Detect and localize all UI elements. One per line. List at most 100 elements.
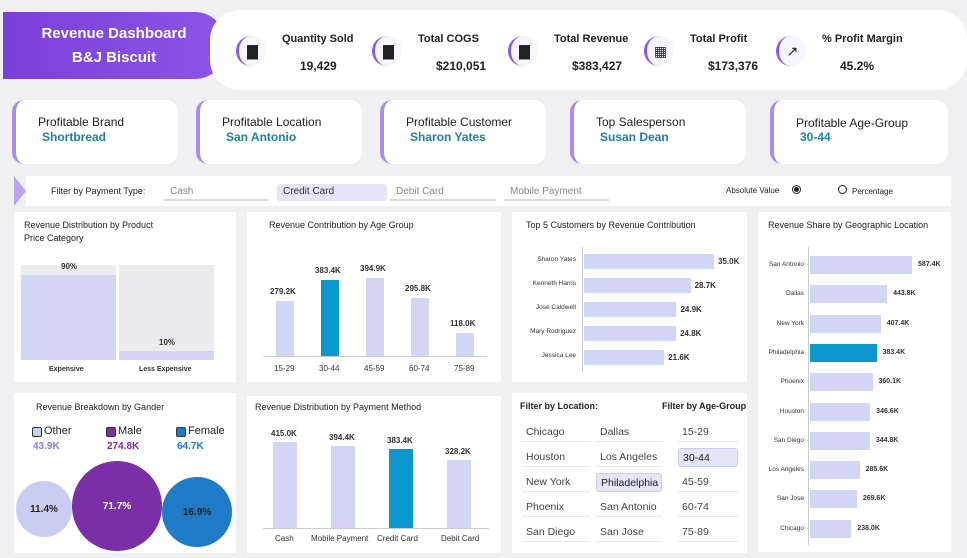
- gender-bubble: 71.7%: [72, 461, 162, 551]
- age-category-label: 15-29: [274, 364, 295, 373]
- customer-bar: [584, 326, 677, 341]
- location-filter-title: Filter by Location:: [520, 401, 599, 411]
- kpi-value: $383,427: [572, 59, 623, 73]
- kpi-1-bar-chart-icon: ▇: [372, 36, 402, 66]
- location-option[interactable]: New York: [522, 473, 590, 492]
- filter-option-mobile-payment[interactable]: Mobile Payment: [504, 184, 609, 201]
- customer-name-label: Sharon Yates: [537, 256, 576, 263]
- geo-bar-label: 344.8K: [875, 436, 899, 444]
- geo-bar: [810, 285, 888, 304]
- customer-name-label: Kenneth Harris: [532, 280, 576, 287]
- geo-bar-label: 587.4K: [918, 261, 941, 268]
- kpi-value: 19,429: [300, 59, 337, 73]
- geo-location-label: Houston: [779, 407, 804, 415]
- age-category-label: 60-74: [409, 364, 430, 373]
- age-bar: [411, 297, 429, 356]
- gender-legend-name: Female: [188, 425, 225, 437]
- age-bar: [456, 332, 474, 356]
- payment-bar: [389, 448, 413, 528]
- gender-bubble: 16.9%: [162, 477, 232, 547]
- geo-bar-label: 360.1K: [878, 378, 902, 386]
- customer-bar-label: 21.6K: [668, 353, 690, 362]
- age-group-option[interactable]: 60-74: [678, 498, 738, 517]
- absolute-value-label: Absolute Value: [726, 186, 780, 195]
- price-bar: [21, 274, 116, 360]
- profitable-label: Profitable Brand: [38, 115, 125, 129]
- gender-bubble-label: 16.9%: [182, 506, 212, 518]
- geo-panel-title: Revenue Share by Geographic Location: [768, 220, 929, 230]
- customer-bar-label: 35.0K: [718, 257, 740, 266]
- gender-legend-name: Male: [118, 425, 142, 437]
- percentage-radio[interactable]: [838, 185, 847, 194]
- title-line-1: Revenue Dashboard: [41, 25, 187, 42]
- geo-axis: [808, 247, 809, 545]
- age-group-option[interactable]: 45-59: [678, 473, 738, 492]
- age-bar-label: 118.0K: [450, 318, 476, 328]
- location-option[interactable]: Los Angeles: [596, 448, 662, 467]
- location-option[interactable]: Philadelphia: [596, 473, 662, 492]
- age-group-option[interactable]: 15-29: [678, 423, 738, 442]
- geo-location-label: Los Angeles: [768, 466, 804, 474]
- payment-bar-label: 415.0K: [271, 429, 297, 438]
- payment-category-label: Credit Card: [377, 534, 418, 543]
- location-option[interactable]: Dallas: [596, 423, 662, 442]
- kpi-1: ▇ Total COGS $210,051: [368, 10, 498, 90]
- price-bar-label: 90%: [61, 261, 78, 271]
- profitable-value: San Antonio: [226, 130, 297, 144]
- gender-legend-swatch: [32, 427, 42, 437]
- profitable-label: Profitable Location: [222, 115, 322, 129]
- gender-legend-value: 43.9K: [33, 441, 60, 452]
- payment-panel-title: Revenue Distribution by Payment Method: [255, 402, 422, 412]
- customer-bar-label: 28.7K: [694, 281, 716, 290]
- kpi-bar: ▇ Quantity Sold 19,429 ▇ Total COGS $210,051 ▇…: [210, 10, 967, 90]
- location-option[interactable]: San Jose: [596, 523, 662, 542]
- age-group-option[interactable]: 75-89: [678, 523, 738, 542]
- customer-name-label: Jose Caldwell: [535, 304, 576, 311]
- geo-bar: [810, 343, 877, 362]
- age-group-option[interactable]: 30-44: [678, 448, 738, 467]
- profitable-card-4: Profitable Age-Group 30-44: [770, 100, 948, 164]
- location-option[interactable]: Phoenix: [522, 498, 590, 517]
- location-option[interactable]: Houston: [522, 448, 590, 467]
- absolute-value-radio[interactable]: [792, 185, 801, 194]
- location-option[interactable]: Chicago: [522, 423, 590, 442]
- kpi-value: $173,376: [708, 59, 759, 73]
- payment-bar-label: 383.4K: [387, 435, 413, 445]
- customer-bar-label: 24.8K: [680, 329, 702, 338]
- price-panel-title-2: Price Category: [24, 233, 84, 243]
- customer-bar: [584, 350, 665, 365]
- geo-location-label: San Jose: [776, 495, 804, 503]
- kpi-2: ▇ Total Revenue $383,427: [504, 10, 634, 90]
- gender-legend-value: 64.7K: [177, 441, 204, 452]
- payment-bar: [273, 442, 297, 528]
- filter-option-debit-card[interactable]: Debit Card: [390, 184, 496, 201]
- kpi-value: $210,051: [436, 59, 487, 73]
- gender-bubble-label: 71.7%: [102, 500, 132, 512]
- kpi-0-bar-chart-icon: ▇: [236, 36, 266, 66]
- title-line-2: B&J Biscuit: [71, 49, 157, 66]
- profitable-card-0: Profitable Brand Shortbread: [12, 100, 178, 164]
- price-bar-label: 10%: [159, 337, 176, 347]
- kpi-3: ▦ Total Profit $173,376: [640, 10, 770, 90]
- geo-bar-label: 269.6K: [862, 495, 886, 503]
- filter-option-cash[interactable]: Cash: [164, 184, 268, 201]
- age-bar-label: 383.4K: [315, 266, 341, 276]
- kpi-label: Total Revenue: [554, 33, 629, 45]
- filter-decor: [14, 176, 26, 206]
- geo-bar: [810, 256, 912, 274]
- filter-option-credit-card[interactable]: Credit Card: [277, 184, 387, 201]
- geo-location-label: Chicago: [780, 524, 804, 532]
- payment-bar-label: 328.2K: [445, 446, 471, 456]
- geo-bar-label: 346.6K: [876, 407, 899, 415]
- geo-bar-label: 285.6K: [865, 466, 889, 474]
- customers-panel-title: Top 5 Customers by Revenue Contribution: [526, 220, 696, 230]
- age-category-label: 30-44: [319, 364, 340, 373]
- customer-name-label: Jessica Lee: [541, 352, 576, 359]
- profitable-card-1: Profitable Location San Antonio: [196, 100, 362, 164]
- location-option[interactable]: San Diego: [522, 523, 590, 542]
- geo-location-label: San Antonio: [768, 261, 804, 268]
- location-option[interactable]: San Antonio: [596, 498, 662, 517]
- age-bar-label: 279.2K: [270, 286, 296, 296]
- gender-panel: Revenue Breakdown by Gander Other 43.9K Ma…: [14, 393, 236, 553]
- gender-legend-swatch: [176, 427, 186, 437]
